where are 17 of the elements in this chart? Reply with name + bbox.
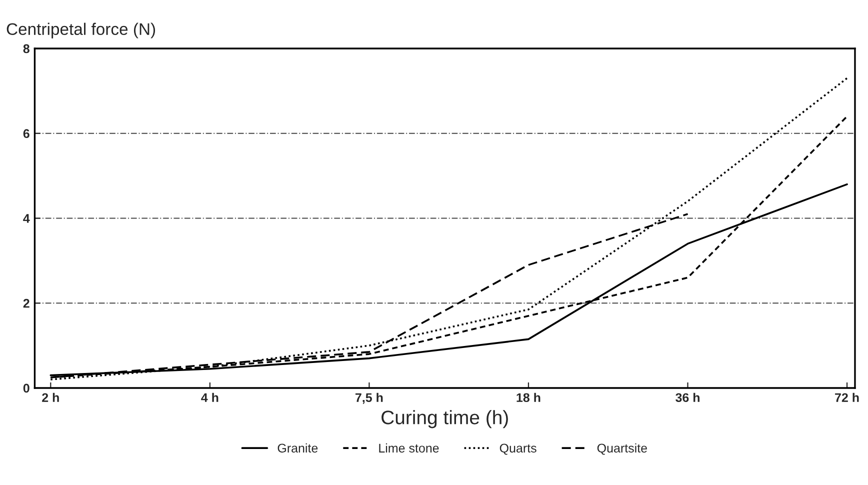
- y-tick-label: 0: [23, 384, 30, 393]
- x-tick-label: 72 h: [835, 392, 859, 402]
- legend-label: Lime stone: [379, 443, 439, 453]
- x-tick-label: 2 h: [42, 392, 59, 402]
- y-tick-label: 4: [23, 214, 30, 223]
- y-tick-label: 6: [23, 129, 30, 138]
- legend-label: Quarts: [500, 444, 536, 455]
- x-tick-label: 36 h: [676, 392, 700, 402]
- y-tick-label: 2: [23, 298, 30, 308]
- x-axis-title: Curing time (h): [382, 410, 508, 428]
- y-axis-title: Centripetal force (N): [6, 22, 156, 38]
- x-tick-label: 4 h: [201, 392, 218, 402]
- legend-label: Quartsite: [597, 443, 647, 455]
- legend-label: Granite: [278, 443, 318, 453]
- y-tick-label: 8: [23, 44, 30, 54]
- x-tick-label: 18 h: [516, 392, 540, 402]
- x-tick-label: 7,5 h: [355, 392, 383, 404]
